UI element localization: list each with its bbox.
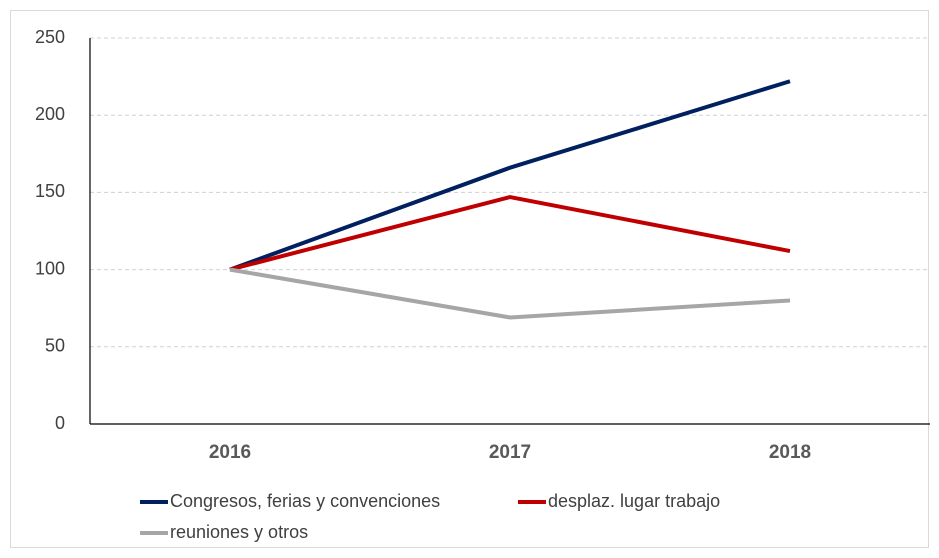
y-tick-label: 250 xyxy=(35,27,65,47)
legend-label: reuniones y otros xyxy=(170,522,308,542)
x-tick-label: 2018 xyxy=(769,442,811,463)
y-tick-label: 50 xyxy=(45,336,65,356)
y-tick-label: 150 xyxy=(35,181,65,201)
x-tick-label: 2017 xyxy=(489,442,531,463)
legend-label: desplaz. lugar trabajo xyxy=(548,491,720,511)
line-series xyxy=(229,267,791,320)
y-tick-label: 200 xyxy=(35,104,65,124)
y-tick-label: 100 xyxy=(35,258,65,278)
line-series xyxy=(229,195,791,272)
legend-label: Congresos, ferias y convenciones xyxy=(170,491,440,511)
chart-border xyxy=(10,10,929,548)
line-series xyxy=(229,79,791,272)
y-tick-label: 0 xyxy=(55,413,65,433)
x-tick-label: 2016 xyxy=(209,442,251,463)
